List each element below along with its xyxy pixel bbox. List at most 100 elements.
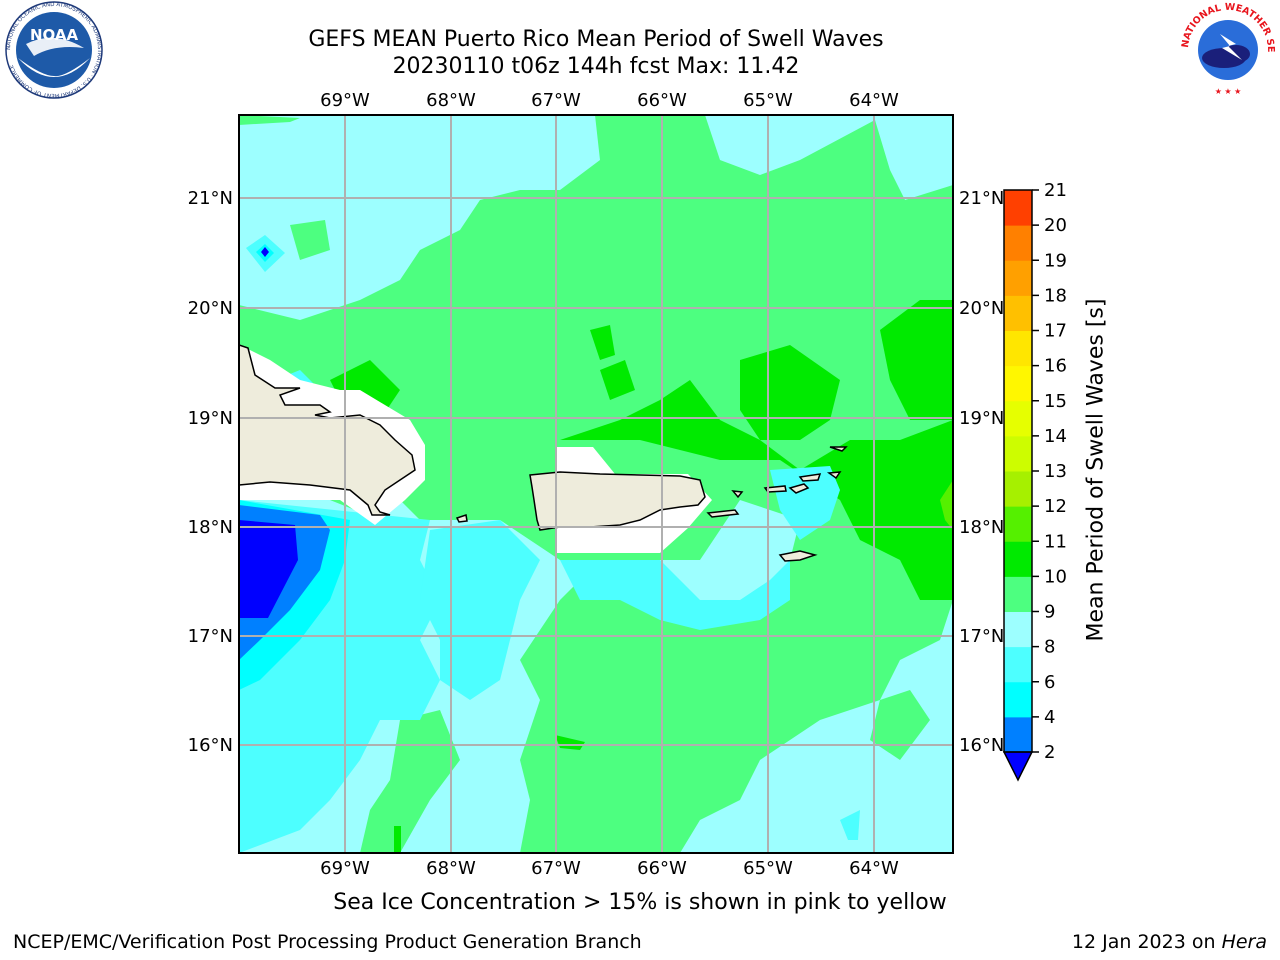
land-small-island — [455, 514, 468, 523]
colorbar-tick-label: 4 — [1044, 707, 1055, 728]
lat-label: 21°N — [959, 188, 1004, 209]
footer-date-text: 12 Jan 2023 on — [1071, 931, 1222, 953]
colorbar-segment — [1004, 190, 1032, 226]
colorbar-segment — [1004, 365, 1032, 402]
colorbar-label: Mean Period of Swell Waves [s] — [1083, 298, 1109, 642]
land-anegada — [826, 471, 842, 480]
colorbar-tick-label: 15 — [1044, 391, 1067, 412]
map-subtitle: 20230110 t06z 144h fcst Max: 11.42 — [392, 54, 800, 79]
lat-label: 20°N — [188, 298, 233, 319]
nws-logo: NATIONAL WEATHER SERVICE ★ ★ ★ — [1176, 0, 1276, 97]
swell-region-10-11 — [590, 325, 615, 360]
colorbar-tick-label: 21 — [1044, 180, 1067, 201]
swell-region-6-8 — [560, 560, 790, 630]
land-st-croix — [778, 550, 818, 562]
swell-region-9-10 — [239, 115, 300, 125]
lon-label: 64°W — [849, 858, 899, 879]
colorbar-tick-label: 11 — [1044, 531, 1067, 552]
land-st-john — [788, 483, 810, 494]
land-culebra — [731, 490, 744, 499]
swell-region-below-2 — [261, 247, 269, 257]
lat-label: 20°N — [959, 298, 1004, 319]
lon-label: 64°W — [849, 90, 899, 111]
swell-region-9-10 — [290, 220, 330, 260]
colorbar-tick-label: 13 — [1044, 461, 1067, 482]
colorbar-segment — [1004, 260, 1032, 296]
swell-region-6-8 — [840, 810, 860, 840]
lat-label: 21°N — [188, 188, 233, 209]
lon-label: 65°W — [743, 858, 793, 879]
lat-label: 18°N — [959, 517, 1004, 538]
lon-labels-top: 69°W 68°W 67°W 66°W 65°W 64°W — [320, 90, 899, 111]
swell-region-10-11 — [394, 826, 401, 853]
colorbar-segment — [1004, 681, 1032, 718]
colorbar-tick-label: 17 — [1044, 321, 1067, 342]
lat-label: 17°N — [959, 626, 1004, 647]
swell-region-10-11 — [560, 380, 953, 600]
lon-label: 67°W — [531, 90, 581, 111]
lon-label: 66°W — [637, 858, 687, 879]
colorbar: 2 4 6 8 9 10 11 12 13 14 15 16 17 18 19 20 21 — [1002, 180, 1067, 782]
noaa-logo: NOAA NATIONAL OCEANIC AND ATMOSPHERIC AD… — [5, 1, 103, 99]
lat-label: 19°N — [188, 408, 233, 429]
swell-region-10-11 — [880, 300, 953, 420]
lon-label: 69°W — [320, 858, 370, 879]
footer-date: 12 Jan 2023 on Hera — [1072, 931, 1267, 953]
land-sombrero — [829, 446, 848, 452]
land-hispaniola — [239, 344, 416, 516]
swell-region-9-10 — [870, 690, 930, 760]
lon-label: 66°W — [637, 90, 687, 111]
lon-label: 65°W — [743, 90, 793, 111]
swell-region-below-2 — [239, 520, 298, 618]
colorbar-segment — [1004, 225, 1032, 261]
colorbar-segment — [1004, 295, 1032, 331]
lon-label: 69°W — [320, 90, 370, 111]
colorbar-segment — [1004, 576, 1032, 612]
colorbar-tick-label: 16 — [1044, 356, 1067, 377]
map-area — [239, 115, 953, 853]
footer-credit: NCEP/EMC/Verification Post Processing Pr… — [13, 931, 642, 953]
noaa-logo-text: NOAA — [30, 26, 79, 44]
colorbar-segment — [1004, 646, 1032, 683]
swell-region-11-12 — [940, 480, 953, 530]
land-vieques — [706, 509, 740, 518]
colorbar-tick-label: 20 — [1044, 215, 1067, 236]
lon-label: 68°W — [426, 90, 476, 111]
map-gridlines — [239, 115, 953, 853]
map-frame — [238, 114, 954, 854]
colorbar-segment — [1004, 330, 1032, 367]
colorbar-tick-label: 14 — [1044, 426, 1067, 447]
nws-logo-stars: ★ ★ ★ — [1215, 87, 1242, 96]
colorbar-segment — [1004, 435, 1032, 472]
colorbar-tick-label: 9 — [1044, 602, 1055, 623]
colorbar-segment — [1004, 471, 1032, 507]
colorbar-tick-label: 19 — [1044, 250, 1067, 271]
map-title: GEFS MEAN Puerto Rico Mean Period of Swe… — [308, 27, 884, 52]
colorbar-segment — [1004, 611, 1032, 648]
colorbar-tick-label: 8 — [1044, 637, 1055, 658]
lat-label: 18°N — [188, 517, 233, 538]
colorbar-extend-arrow — [1002, 751, 1034, 782]
colorbar-tick-label: 18 — [1044, 285, 1067, 306]
swell-region-10-11 — [740, 345, 840, 440]
lat-label: 16°N — [959, 735, 1004, 756]
footer-host: Hera — [1221, 931, 1267, 953]
lon-labels-bottom: 69°W 68°W 67°W 66°W 65°W 64°W — [320, 858, 899, 879]
swell-region-10-11 — [555, 735, 585, 750]
colorbar-segment — [1004, 541, 1032, 577]
lat-label: 19°N — [959, 408, 1004, 429]
lat-labels-left: 21°N 20°N 19°N 18°N 17°N 16°N — [188, 188, 233, 756]
colorbar-tick-label: 2 — [1044, 742, 1055, 763]
swell-region-10-11 — [600, 360, 635, 400]
colorbar-tick-label: 6 — [1044, 672, 1055, 693]
lat-label: 17°N — [188, 626, 233, 647]
colorbar-segment — [1004, 506, 1032, 542]
colorbar-tick-label: 12 — [1044, 496, 1067, 517]
lon-label: 67°W — [531, 858, 581, 879]
lat-labels-right: 21°N 20°N 19°N 18°N 17°N 16°N — [959, 188, 1004, 756]
swell-region-6-8 — [770, 466, 840, 540]
colorbar-segment — [1004, 400, 1032, 437]
lat-label: 16°N — [188, 735, 233, 756]
